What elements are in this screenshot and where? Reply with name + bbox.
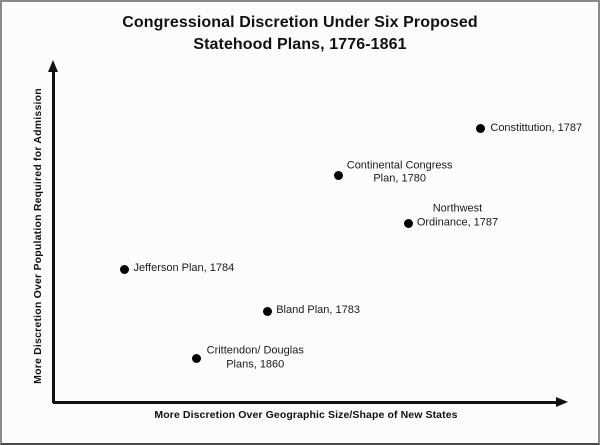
x-axis-arrowhead-icon xyxy=(556,397,568,407)
chart-title: Congressional Discretion Under Six Propo… xyxy=(122,14,478,53)
data-point-label: Northwest Ordinance, 1787 xyxy=(416,202,499,229)
data-point-dot xyxy=(334,171,344,181)
data-point-dot xyxy=(475,124,485,134)
y-axis-line xyxy=(52,68,55,403)
y-axis-arrowhead-icon xyxy=(48,60,58,72)
data-point-dot xyxy=(404,218,414,228)
x-axis-line xyxy=(53,401,557,404)
data-point-label: Continental Congress Plan, 1780 xyxy=(346,158,453,185)
data-point-dot xyxy=(262,306,272,316)
data-point-label: Crittendon/ Douglas Plans, 1860 xyxy=(206,344,304,371)
data-point-dot xyxy=(120,264,130,274)
data-point-label: Constittution, 1787 xyxy=(490,121,583,134)
y-axis-label: More Discretion Over Population Required… xyxy=(32,88,44,384)
data-point-label: Bland Plan, 1783 xyxy=(276,304,360,317)
data-point-label: Jefferson Plan, 1784 xyxy=(133,262,235,275)
data-point-dot xyxy=(192,353,202,363)
x-axis-label: More Discretion Over Geographic Size/Sha… xyxy=(154,409,458,421)
